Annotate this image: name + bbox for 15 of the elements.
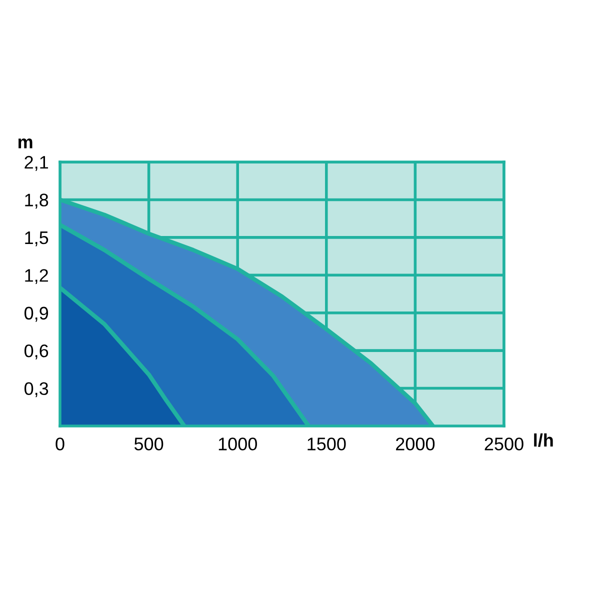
y-tick-label: 1,5: [25, 232, 48, 246]
x-tick-label: 2000: [396, 438, 435, 450]
y-axis-title: m: [18, 138, 32, 148]
y-tick-label: 1,2: [25, 269, 48, 284]
x-tick-label: 1500: [308, 438, 346, 450]
x-tick-label: 1000: [218, 438, 257, 450]
y-tick-label: 2,1: [24, 156, 48, 171]
x-tick-label: 500: [134, 438, 164, 450]
x-axis-title: l/h: [534, 433, 553, 447]
y-tick-label: 1,8: [25, 194, 48, 209]
x-tick-label: 2500: [484, 438, 524, 450]
x-tick-label: 0: [56, 438, 64, 450]
y-tick-label: 0,9: [24, 306, 48, 322]
y-tick-label: 0,3: [24, 382, 48, 398]
y-tick-label: 0,6: [24, 344, 48, 360]
